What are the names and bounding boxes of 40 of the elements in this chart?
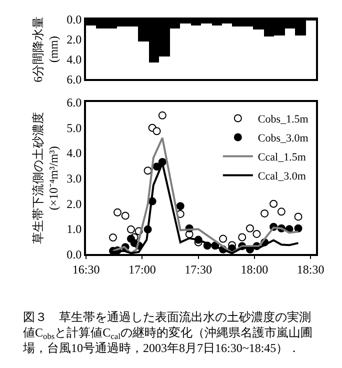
point xyxy=(121,212,130,220)
y-tick-label: 5.0 xyxy=(66,120,82,135)
point xyxy=(260,209,269,218)
point xyxy=(176,202,184,210)
y-tick-label: 0.0 xyxy=(66,12,82,27)
y-tick-label: 1.0 xyxy=(66,222,82,236)
y-tick-label: 6.0 xyxy=(66,72,82,86)
point xyxy=(144,166,152,175)
x-tick-label: 18:00 xyxy=(240,262,268,277)
y-tick-label: 2.0 xyxy=(66,32,82,47)
y-tick-label: 4.0 xyxy=(66,52,82,66)
y-axis-title: 6分間降水量 (mm) xyxy=(30,16,60,82)
y-tick-label: 3.0 xyxy=(66,171,82,186)
legend-label: Ccal_3.0m xyxy=(258,170,306,183)
point xyxy=(238,233,246,242)
y-axis-title: 草生帯下流側の土砂濃度 (×10⁻⁴m³/m³) xyxy=(30,112,60,244)
legend-label: Ccal_1.5m xyxy=(258,152,306,164)
point xyxy=(277,208,286,216)
x-tick-label: 17:00 xyxy=(128,262,156,277)
x-tick-label: 18:30 xyxy=(296,262,324,277)
point xyxy=(126,225,135,234)
legend-label: Cobs_3.0m xyxy=(258,132,309,145)
y-tick-label: 4.0 xyxy=(66,146,82,160)
point xyxy=(246,224,254,232)
point xyxy=(152,127,161,136)
x-tick-label: 16:30 xyxy=(72,262,100,277)
x-tick-label: 17:30 xyxy=(184,262,212,277)
point xyxy=(113,208,122,216)
y-tick-label: 0.0 xyxy=(66,247,82,262)
caption: 図３ 草生帯を通過した表面流出水の土砂濃度の実測値C$_{obs}$と計算値C$_{cal}$の継時的変化（沖縄県名護市嵐山圃場，台風10号通過時，2003年8月7日16:30~18:45）． xyxy=(22,310,312,356)
y-tick-label: 6.0 xyxy=(66,95,82,110)
point xyxy=(219,234,228,243)
point xyxy=(158,111,166,120)
point xyxy=(252,230,261,238)
point xyxy=(109,234,117,242)
point xyxy=(294,224,302,232)
legend-label: Cobs_1.5m xyxy=(258,114,309,126)
point xyxy=(294,212,302,221)
y-tick-label: 2.0 xyxy=(66,196,82,211)
point xyxy=(270,200,278,208)
